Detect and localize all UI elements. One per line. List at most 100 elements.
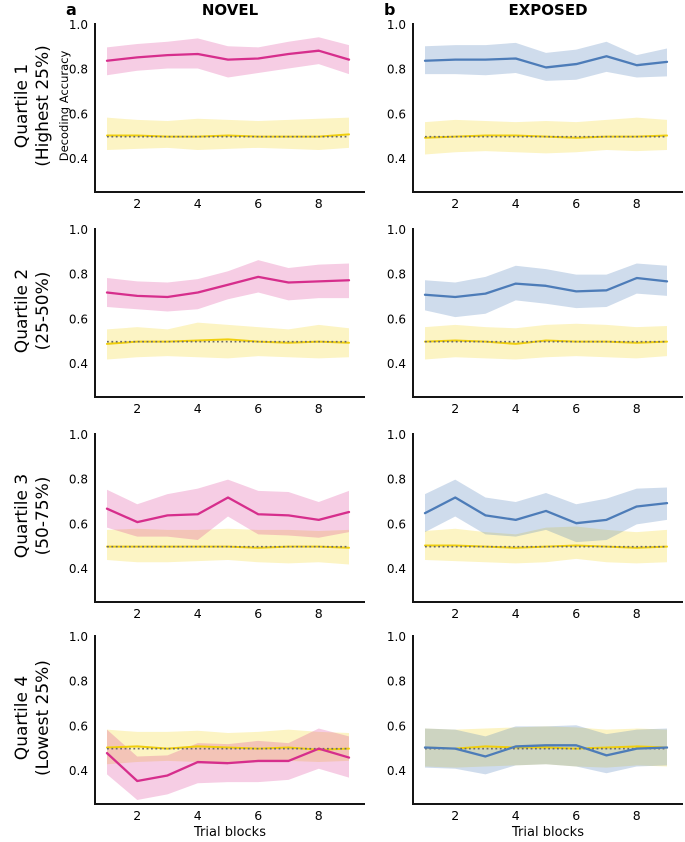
panel-exposed-quartile-1: 0.4 0.6 0.8 1.0 2 4 6 8 — [387, 18, 683, 211]
main-band — [107, 479, 349, 540]
control-band — [107, 117, 349, 151]
row-label-quartile-4: Quartile 4 (Lowest 25%) — [4, 622, 62, 814]
main-line — [105, 747, 351, 783]
y-tick-label: 1.0 — [69, 630, 88, 644]
y-tick-label: 0.8 — [387, 473, 406, 487]
row-label-line1: Quartile 3 — [12, 473, 32, 559]
x-tick-label: 4 — [512, 808, 520, 823]
row-label-quartile-2: Quartile 2 (25-50%) — [4, 215, 62, 407]
control-band — [425, 526, 667, 564]
y-tick-label: 0.6 — [69, 312, 88, 326]
x-tick-label: 6 — [572, 606, 580, 621]
x-tick-label: 8 — [633, 808, 641, 823]
panel-exposed-quartile-3: 0.4 0.6 0.8 1.0 2 4 6 8 — [387, 428, 683, 621]
panel-letter-a: a — [66, 0, 77, 19]
axes-spines — [94, 228, 365, 398]
x-tick-label: 2 — [451, 196, 459, 211]
x-tick-label: 2 — [133, 401, 141, 416]
x-tick-label: 8 — [315, 606, 323, 621]
y-tick-label: 1.0 — [69, 223, 88, 237]
main-line — [105, 496, 351, 524]
y-tick-label: 0.6 — [69, 517, 88, 531]
y-tick-label: 1.0 — [387, 630, 406, 644]
x-tick-label: 6 — [254, 606, 262, 621]
control-line — [106, 745, 350, 751]
main-band — [107, 37, 349, 78]
main-band — [425, 263, 667, 318]
row-label-line2: (Highest 25%) — [33, 45, 53, 167]
y-tick-label: 0.4 — [69, 357, 88, 371]
axes-spines — [94, 635, 365, 805]
x-tick-label: 6 — [254, 401, 262, 416]
y-tick-label: 0.8 — [69, 675, 88, 689]
x-tick-label: 2 — [133, 606, 141, 621]
row-label-line1: Quartile 1 — [12, 63, 32, 149]
y-tick-label: 0.6 — [387, 517, 406, 531]
y-tick-label: 0.8 — [69, 268, 88, 282]
row-label-line2: (Lowest 25%) — [33, 660, 53, 776]
axes-spines — [412, 23, 683, 193]
y-tick-label: 0.6 — [387, 312, 406, 326]
axes-spines — [412, 433, 683, 603]
x-tick-label: 2 — [133, 808, 141, 823]
x-tick-label: 4 — [194, 606, 202, 621]
x-tick-label: 8 — [633, 196, 641, 211]
x-tick-label: 6 — [572, 808, 580, 823]
x-tick-label: 4 — [512, 606, 520, 621]
axes-spines — [94, 23, 365, 193]
y-tick-label: 0.6 — [387, 719, 406, 733]
panel-novel-quartile-1: 0.4 0.6 0.8 1.0 2 4 6 8 — [69, 18, 365, 211]
column-title-exposed: EXPOSED — [508, 1, 588, 19]
column-title-novel: NOVEL — [201, 1, 259, 19]
y-tick-label: 0.4 — [387, 764, 406, 778]
y-tick-label: 0.4 — [387, 152, 406, 166]
panel-novel-quartile-2: 0.4 0.6 0.8 1.0 2 4 6 8 — [69, 223, 365, 416]
x-tick-label: 4 — [194, 196, 202, 211]
axes-spines — [412, 228, 683, 398]
main-line — [423, 276, 669, 299]
y-tick-label: 1.0 — [387, 223, 406, 237]
panel-exposed-quartile-4: 0.4 0.6 0.8 1.0 2 4 6 8 — [387, 630, 683, 823]
panel-novel-quartile-4: 0.4 0.6 0.8 1.0 2 4 6 8 — [69, 630, 365, 823]
x-tick-label: 8 — [315, 808, 323, 823]
x-tick-label: 4 — [512, 196, 520, 211]
y-tick-label: 0.4 — [387, 357, 406, 371]
y-tick-label: 0.4 — [69, 562, 88, 576]
x-tick-label: 4 — [512, 401, 520, 416]
panel-letter-b: b — [384, 0, 396, 19]
row-label-line2: (25-50%) — [33, 271, 53, 351]
row-label-quartile-3: Quartile 3 (50-75%) — [4, 420, 62, 612]
panel-exposed-quartile-2: 0.4 0.6 0.8 1.0 2 4 6 8 — [387, 223, 683, 416]
y-tick-label: 0.8 — [387, 268, 406, 282]
main-band — [425, 725, 667, 775]
x-tick-label: 8 — [315, 196, 323, 211]
main-line — [105, 49, 351, 62]
control-band — [107, 322, 349, 360]
y-tick-label: 1.0 — [387, 428, 406, 442]
x-axis-label-novel: Trial blocks — [194, 825, 266, 840]
x-tick-label: 8 — [633, 606, 641, 621]
main-line — [105, 275, 351, 299]
row-label-line1: Quartile 2 — [12, 268, 32, 354]
row-label-line2: (50-75%) — [33, 476, 53, 556]
main-line — [423, 55, 669, 69]
x-tick-label: 6 — [572, 401, 580, 416]
x-tick-label: 8 — [315, 401, 323, 416]
y-tick-label: 1.0 — [69, 18, 88, 32]
y-tick-label: 0.4 — [387, 562, 406, 576]
row-label-quartile-1: Quartile 1 (Highest 25%) — [4, 10, 62, 202]
x-tick-label: 2 — [133, 196, 141, 211]
y-tick-label: 1.0 — [387, 18, 406, 32]
y-tick-label: 1.0 — [69, 428, 88, 442]
main-line — [423, 744, 669, 758]
x-tick-label: 6 — [254, 196, 262, 211]
x-tick-label: 4 — [194, 401, 202, 416]
main-band — [425, 41, 667, 81]
y-tick-label: 0.8 — [69, 473, 88, 487]
axes-spines — [412, 635, 683, 805]
x-tick-label: 6 — [254, 808, 262, 823]
x-tick-label: 8 — [633, 401, 641, 416]
x-tick-label: 2 — [451, 808, 459, 823]
y-tick-label: 0.8 — [387, 675, 406, 689]
